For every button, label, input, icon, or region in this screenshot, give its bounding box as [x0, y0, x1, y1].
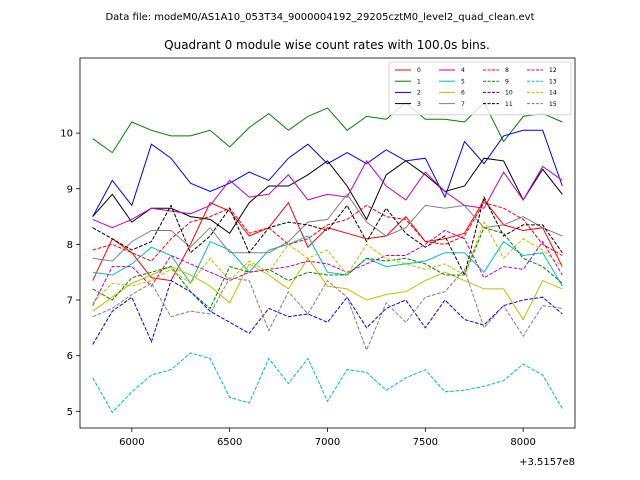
series-line-2: [92, 129, 563, 217]
legend-label-4: 4: [461, 67, 465, 74]
legend-label-7: 7: [461, 101, 465, 108]
series-line-9: [92, 227, 563, 310]
legend-label-2: 2: [417, 90, 421, 97]
y-tick-label: 6: [67, 351, 73, 362]
legend-label-13: 13: [549, 78, 557, 85]
x-tick-label: 7500: [413, 437, 438, 448]
legend-label-10: 10: [505, 90, 513, 97]
legend-label-14: 14: [549, 90, 557, 97]
y-tick-label: 5: [67, 407, 73, 418]
legend-label-6: 6: [461, 90, 465, 97]
y-tick-label: 9: [67, 184, 73, 195]
x-tick-label: 6000: [119, 437, 144, 448]
chart-title: Quadrant 0 module wise count rates with …: [164, 38, 490, 52]
series-line-14: [92, 220, 563, 304]
series-line-5: [92, 235, 563, 287]
y-axis: 5 6 7 8 9 10: [60, 129, 80, 418]
series-line-12: [92, 229, 563, 306]
series-line-15: [92, 268, 563, 352]
x-tick-label: 7000: [315, 437, 340, 448]
x-tick-label: 6500: [217, 437, 242, 448]
legend-label-0: 0: [417, 67, 421, 74]
x-tick-label: 8000: [510, 437, 535, 448]
legend-label-11: 11: [505, 101, 513, 108]
legend-label-9: 9: [505, 78, 509, 85]
series-line-10: [92, 279, 563, 345]
series-line-4: [92, 159, 563, 229]
series-line-11: [92, 195, 563, 277]
series-line-8: [92, 202, 563, 262]
plot-area: [92, 101, 563, 414]
y-tick-label: 7: [67, 296, 73, 307]
y-tick-label: 10: [60, 129, 73, 140]
x-offset-label: +3.5157e8: [519, 457, 575, 468]
x-axis: 6000 6500 7000 7500 8000: [119, 428, 536, 448]
legend-box: [388, 61, 572, 116]
y-tick-label: 8: [67, 240, 73, 251]
suptitle: Data file: modeM0/AS1A10_053T34_90000041…: [105, 12, 534, 23]
series-line-13: [92, 352, 563, 414]
legend-label-3: 3: [417, 101, 421, 108]
legend-label-1: 1: [417, 78, 421, 85]
series-line-3: [92, 157, 563, 235]
legend-label-12: 12: [549, 67, 557, 74]
legend-label-8: 8: [505, 67, 509, 74]
legend-label-15: 15: [549, 101, 557, 108]
legend-label-5: 5: [461, 78, 465, 85]
